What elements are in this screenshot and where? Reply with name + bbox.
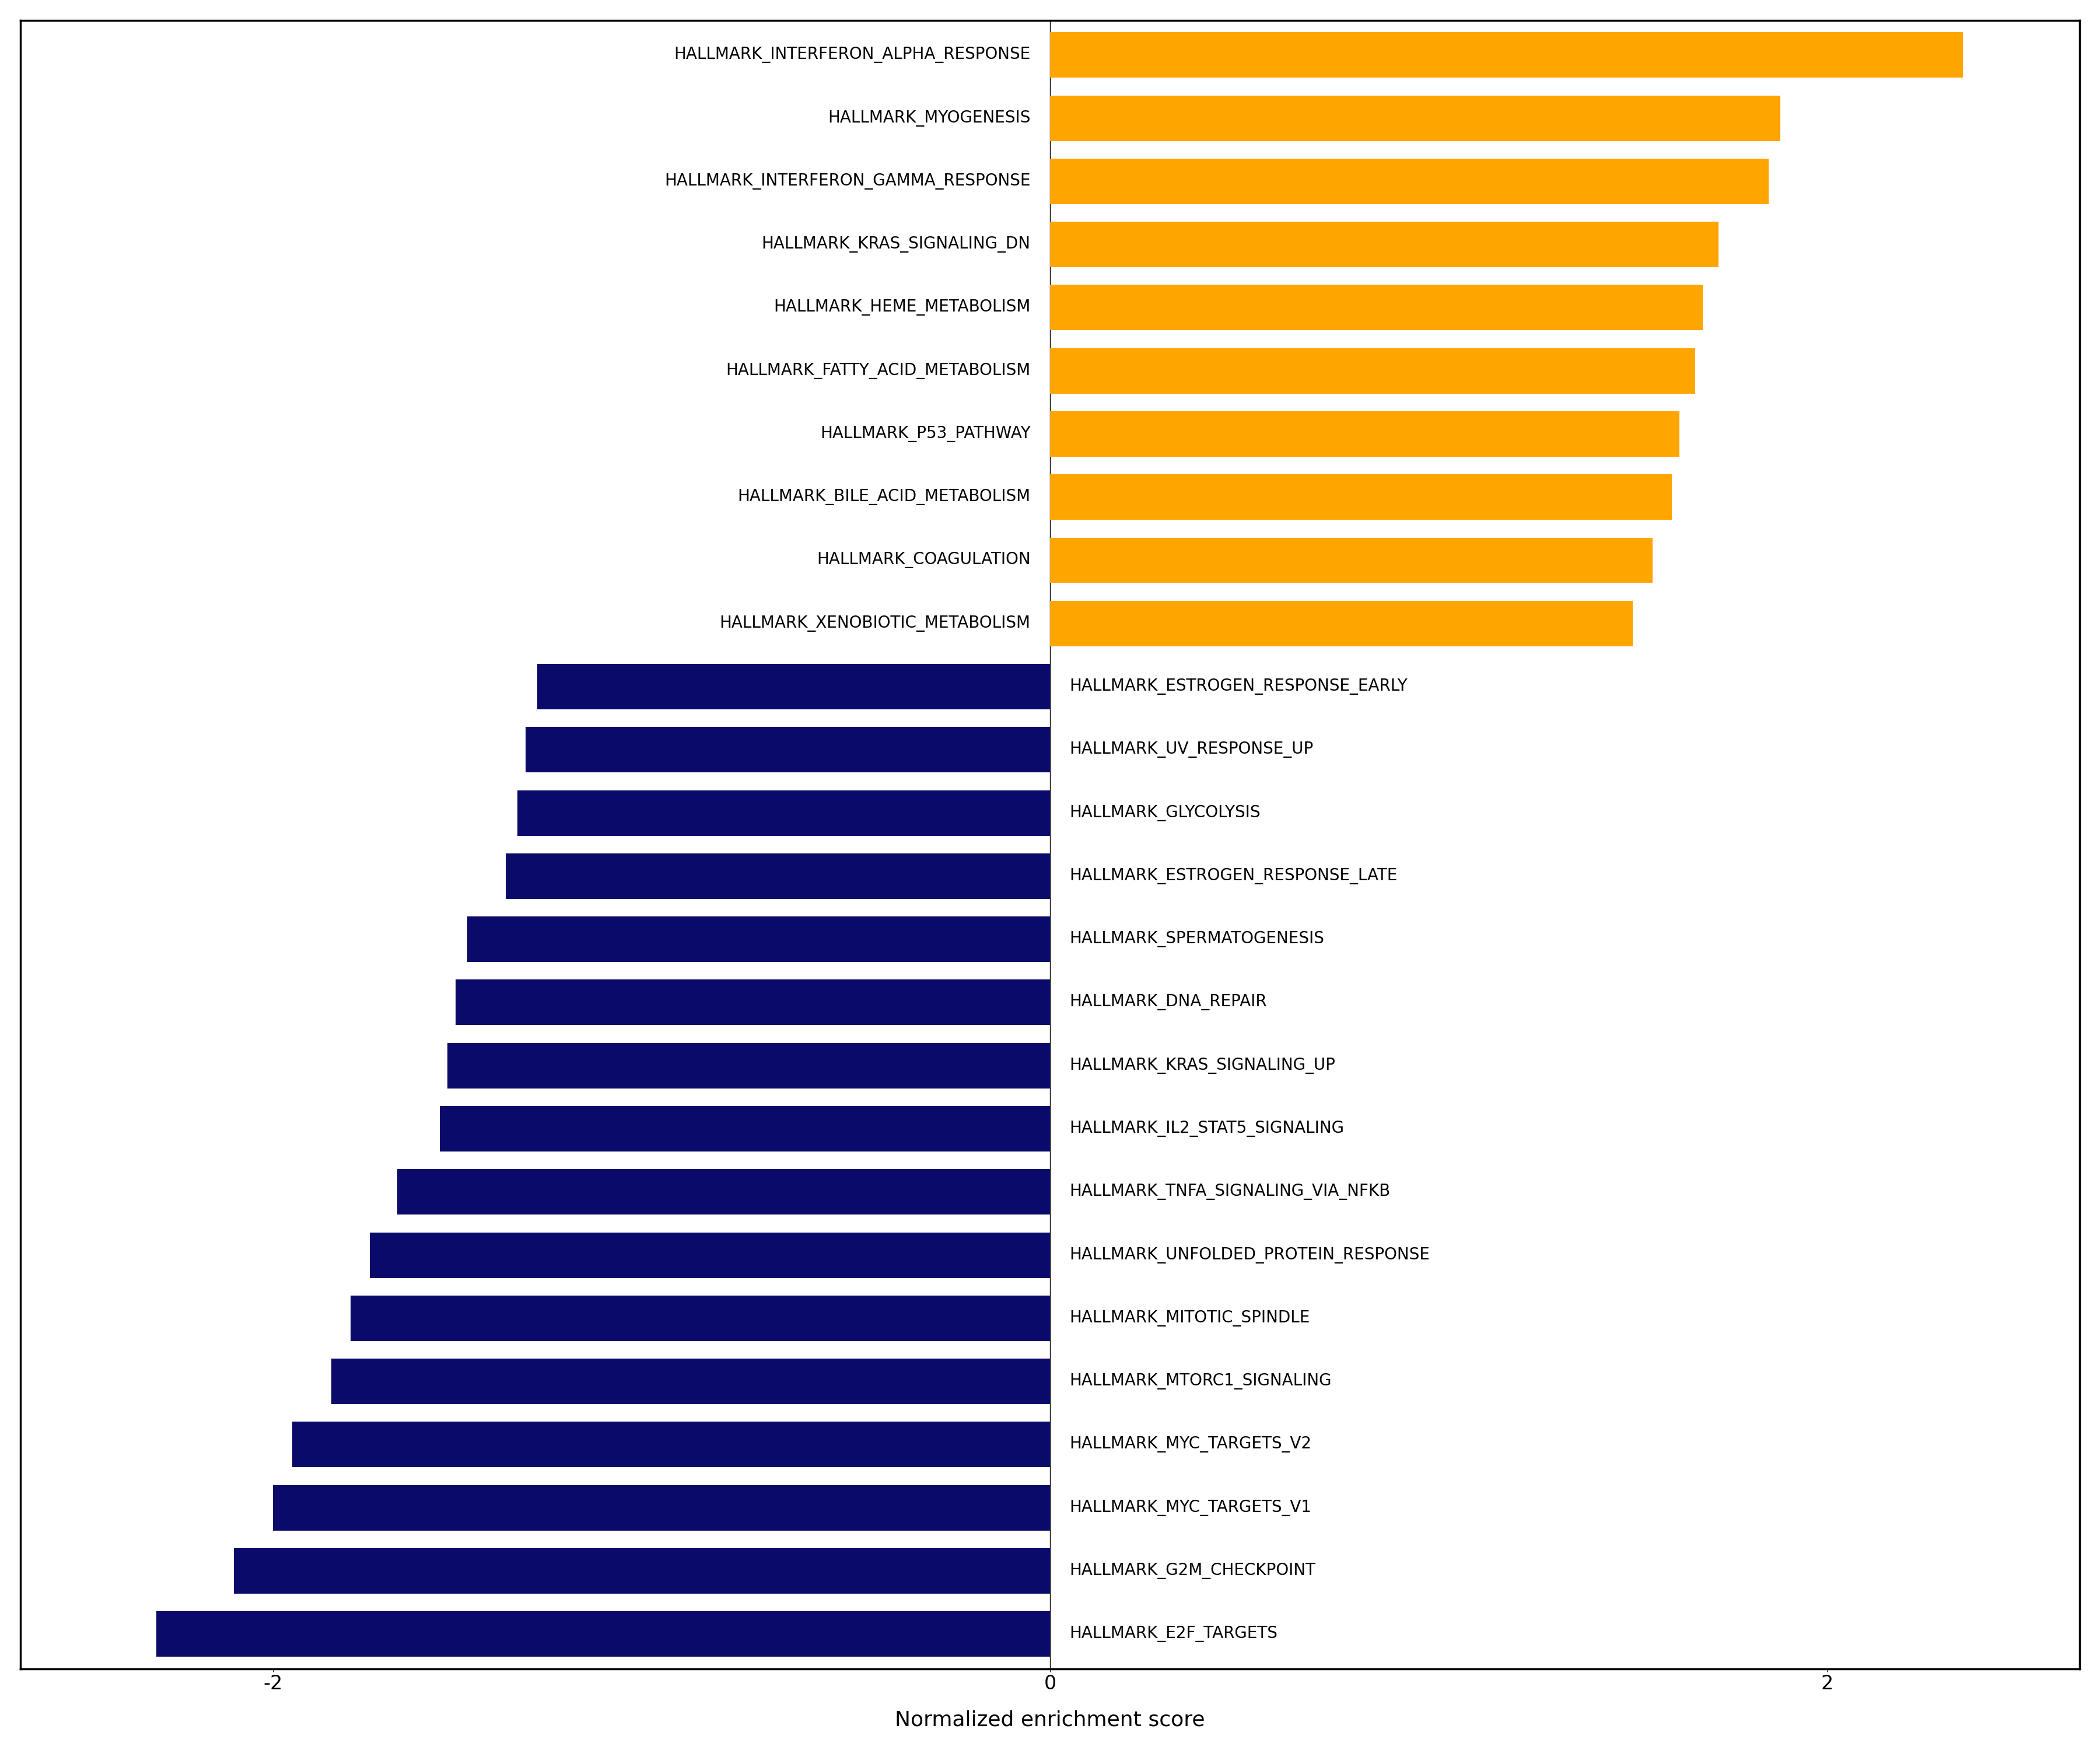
X-axis label: Normalized enrichment score: Normalized enrichment score	[895, 1710, 1205, 1729]
Bar	[1050, 96, 1781, 142]
Bar	[370, 1232, 1050, 1278]
Text: HALLMARK_MYC_TARGETS_V2: HALLMARK_MYC_TARGETS_V2	[1069, 1437, 1312, 1452]
Text: HALLMARK_DNA_REPAIR: HALLMARK_DNA_REPAIR	[1069, 994, 1266, 1010]
Text: HALLMARK_G2M_CHECKPOINT: HALLMARK_G2M_CHECKPOINT	[1069, 1563, 1315, 1578]
Bar	[1050, 411, 1680, 457]
Text: HALLMARK_ESTROGEN_RESPONSE_LATE: HALLMARK_ESTROGEN_RESPONSE_LATE	[1069, 868, 1396, 884]
Text: HALLMARK_MYC_TARGETS_V1: HALLMARK_MYC_TARGETS_V1	[1069, 1500, 1312, 1516]
Bar	[233, 1549, 1050, 1594]
Bar	[292, 1421, 1050, 1466]
Text: HALLMARK_KRAS_SIGNALING_UP: HALLMARK_KRAS_SIGNALING_UP	[1069, 1057, 1336, 1074]
Text: HALLMARK_E2F_TARGETS: HALLMARK_E2F_TARGETS	[1069, 1626, 1277, 1641]
Text: HALLMARK_MYOGENESIS: HALLMARK_MYOGENESIS	[827, 110, 1031, 126]
Bar	[1050, 474, 1672, 520]
Text: HALLMARK_XENOBIOTIC_METABOLISM: HALLMARK_XENOBIOTIC_METABOLISM	[720, 616, 1031, 632]
Bar	[1050, 31, 1964, 77]
Bar	[525, 726, 1050, 772]
Bar	[466, 917, 1050, 963]
Text: HALLMARK_COAGULATION: HALLMARK_COAGULATION	[817, 551, 1031, 569]
Text: HALLMARK_GLYCOLYSIS: HALLMARK_GLYCOLYSIS	[1069, 805, 1260, 821]
Text: HALLMARK_MITOTIC_SPINDLE: HALLMARK_MITOTIC_SPINDLE	[1069, 1311, 1310, 1326]
Bar	[155, 1612, 1050, 1657]
Bar	[456, 980, 1050, 1026]
Text: HALLMARK_UV_RESPONSE_UP: HALLMARK_UV_RESPONSE_UP	[1069, 742, 1312, 758]
Bar	[1050, 285, 1703, 331]
Text: HALLMARK_P53_PATHWAY: HALLMARK_P53_PATHWAY	[821, 425, 1031, 443]
Text: HALLMARK_UNFOLDED_PROTEIN_RESPONSE: HALLMARK_UNFOLDED_PROTEIN_RESPONSE	[1069, 1248, 1430, 1264]
Bar	[506, 854, 1050, 900]
Text: HALLMARK_SPERMATOGENESIS: HALLMARK_SPERMATOGENESIS	[1069, 931, 1325, 947]
Text: HALLMARK_IL2_STAT5_SIGNALING: HALLMARK_IL2_STAT5_SIGNALING	[1069, 1120, 1344, 1138]
Text: HALLMARK_INTERFERON_ALPHA_RESPONSE: HALLMARK_INTERFERON_ALPHA_RESPONSE	[674, 47, 1031, 63]
Bar	[1050, 600, 1634, 646]
Bar	[439, 1106, 1050, 1152]
Bar	[332, 1358, 1050, 1404]
Bar	[273, 1486, 1050, 1531]
Bar	[1050, 159, 1768, 205]
Text: HALLMARK_KRAS_SIGNALING_DN: HALLMARK_KRAS_SIGNALING_DN	[762, 236, 1031, 252]
Bar	[1050, 222, 1718, 268]
Bar	[1050, 348, 1695, 394]
Bar	[517, 791, 1050, 836]
Text: HALLMARK_MTORC1_SIGNALING: HALLMARK_MTORC1_SIGNALING	[1069, 1374, 1331, 1390]
Bar	[1050, 537, 1653, 583]
Bar	[538, 663, 1050, 709]
Bar	[397, 1169, 1050, 1214]
Text: HALLMARK_FATTY_ACID_METABOLISM: HALLMARK_FATTY_ACID_METABOLISM	[727, 362, 1031, 380]
Text: HALLMARK_ESTROGEN_RESPONSE_EARLY: HALLMARK_ESTROGEN_RESPONSE_EARLY	[1069, 679, 1407, 695]
Text: HALLMARK_TNFA_SIGNALING_VIA_NFKB: HALLMARK_TNFA_SIGNALING_VIA_NFKB	[1069, 1183, 1390, 1201]
Bar	[351, 1295, 1050, 1340]
Text: HALLMARK_HEME_METABOLISM: HALLMARK_HEME_METABOLISM	[773, 299, 1031, 315]
Text: HALLMARK_BILE_ACID_METABOLISM: HALLMARK_BILE_ACID_METABOLISM	[737, 488, 1031, 506]
Bar	[447, 1043, 1050, 1088]
Text: HALLMARK_INTERFERON_GAMMA_RESPONSE: HALLMARK_INTERFERON_GAMMA_RESPONSE	[664, 173, 1031, 189]
